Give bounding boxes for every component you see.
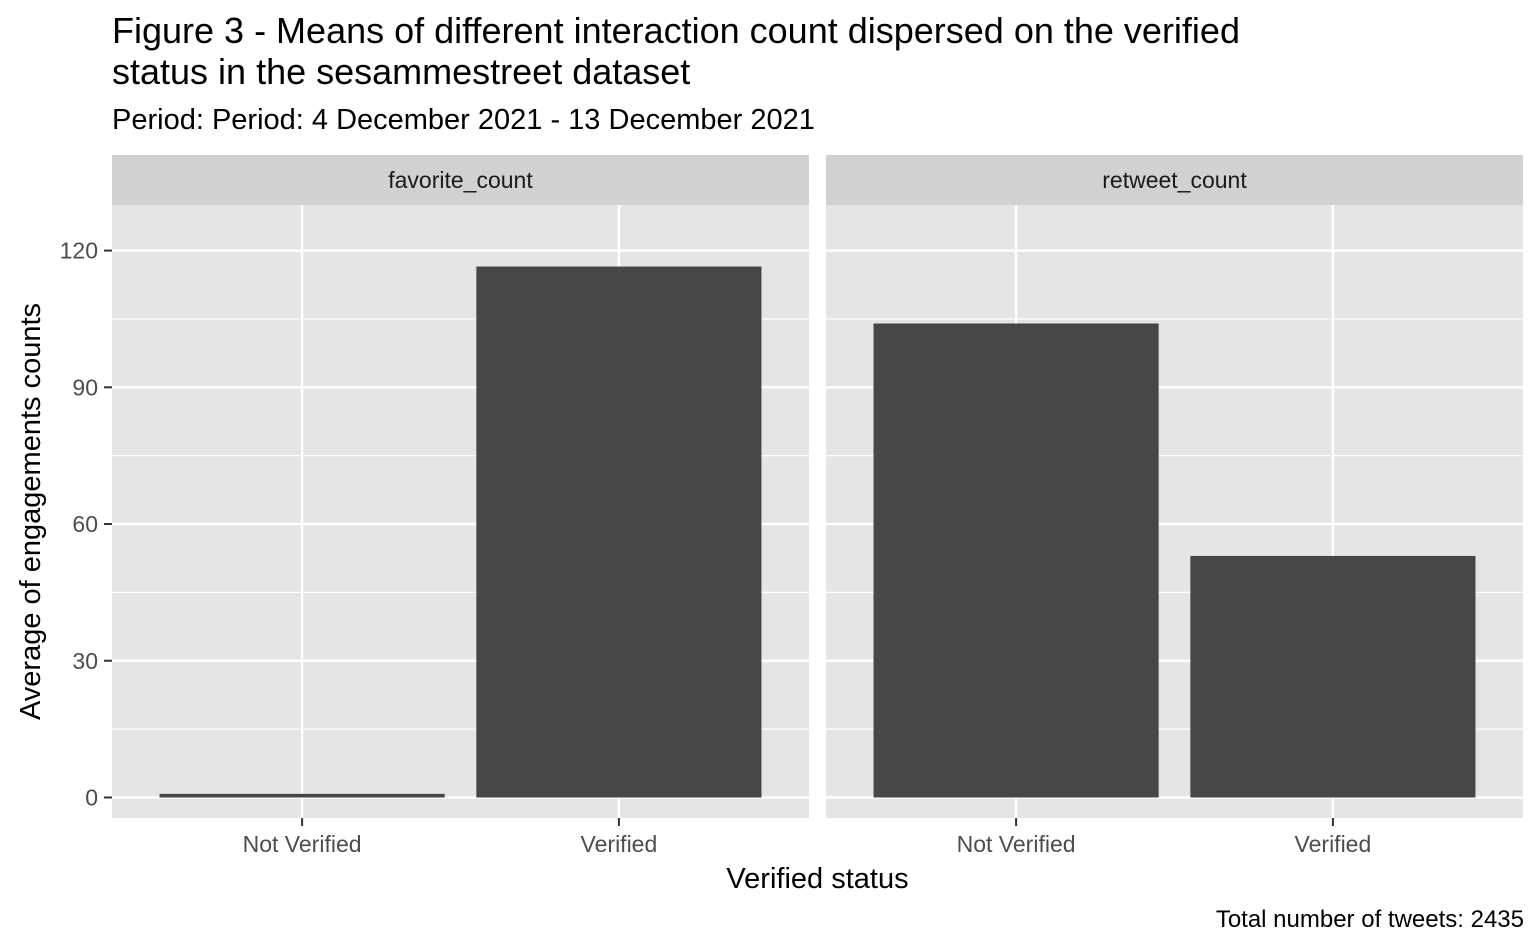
bar-favorite-count-verified (476, 266, 762, 798)
x-tick-label: Not Verified (243, 831, 362, 857)
x-tick-label: Verified (1295, 831, 1372, 857)
y-tick-label: 0 (85, 784, 98, 810)
bar-retweet-count-verified (1190, 555, 1476, 798)
chart-title-line-1: Figure 3 - Means of different interactio… (112, 10, 1240, 51)
bar-retweet-count-not-verified (873, 323, 1159, 798)
chart-title-line-2: status in the sesammestreet dataset (112, 51, 691, 92)
facet-label-retweet-count: retweet_count (1102, 167, 1247, 193)
facet-label-favorite-count: favorite_count (388, 167, 533, 193)
chart-title: Figure 3 - Means of different interactio… (112, 10, 1240, 92)
x-tick-label: Not Verified (957, 831, 1076, 857)
x-axis-title: Verified status (726, 863, 908, 895)
facet-strip-favorite-count (112, 155, 809, 205)
bar-favorite-count-not-verified (159, 793, 445, 798)
y-tick-label: 30 (72, 648, 98, 674)
y-tick-label: 90 (72, 374, 98, 400)
y-axis-title: Average of engagements counts (15, 303, 47, 720)
y-tick-label: 60 (72, 511, 98, 537)
y-tick-label: 120 (60, 238, 98, 264)
facet-strip-retweet-count (826, 155, 1523, 205)
x-tick-label: Verified (581, 831, 658, 857)
chart-subtitle: Period: Period: 4 December 2021 - 13 Dec… (112, 104, 815, 136)
chart-caption: Total number of tweets: 2435 (1215, 906, 1524, 933)
